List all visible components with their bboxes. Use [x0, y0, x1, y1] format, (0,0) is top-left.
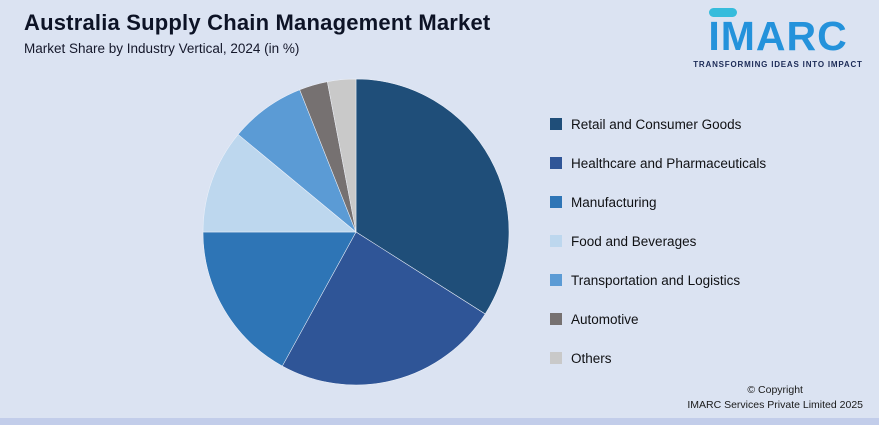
legend-swatch-icon	[550, 157, 562, 169]
chart-subtitle: Market Share by Industry Vertical, 2024 …	[24, 41, 300, 56]
legend-item-transportation-and-logistics: Transportation and Logistics	[550, 272, 766, 288]
pie-slice-retail-and-consumer-goods	[355, 78, 510, 315]
copyright-line2: IMARC Services Private Limited 2025	[687, 398, 863, 411]
legend-label: Transportation and Logistics	[571, 272, 741, 288]
legend-swatch-icon	[550, 274, 562, 286]
legend-label: Retail and Consumer Goods	[571, 116, 742, 132]
bottom-accent-bar	[0, 418, 879, 425]
imarc-logo: IMARC TRANSFORMING IDEAS INTO IMPACT	[693, 6, 863, 69]
pie-slice-healthcare-and-pharmaceuticals	[281, 231, 486, 386]
copyright: © Copyright IMARC Services Private Limit…	[687, 383, 863, 413]
logo-tagline: TRANSFORMING IDEAS INTO IMPACT	[693, 60, 863, 69]
legend-item-manufacturing: Manufacturing	[550, 194, 766, 210]
legend-swatch-icon	[550, 118, 562, 130]
legend-label: Manufacturing	[571, 194, 657, 210]
legend: Retail and Consumer Goods Healthcare and …	[550, 116, 766, 366]
logo-text: IMARC	[708, 13, 848, 59]
legend-label: Food and Beverages	[571, 233, 697, 249]
legend-label: Automotive	[571, 311, 639, 327]
header: Australia Supply Chain Management Market…	[24, 10, 490, 56]
pie-slice-others	[327, 78, 357, 233]
legend-label: Others	[571, 350, 612, 366]
copyright-line1: © Copyright	[747, 383, 803, 396]
legend-item-automotive: Automotive	[550, 311, 766, 327]
legend-swatch-icon	[550, 352, 562, 364]
legend-swatch-icon	[550, 196, 562, 208]
legend-item-healthcare-and-pharmaceuticals: Healthcare and Pharmaceuticals	[550, 155, 766, 171]
logo-wordmark: IMARC	[708, 6, 847, 57]
legend-swatch-icon	[550, 313, 562, 325]
legend-item-food-and-beverages: Food and Beverages	[550, 233, 766, 249]
legend-item-retail-and-consumer-goods: Retail and Consumer Goods	[550, 116, 766, 132]
pie-slice-food-and-beverages	[202, 134, 357, 233]
pie-chart	[202, 78, 510, 386]
pie-slice-manufacturing	[202, 231, 357, 367]
legend-item-others: Others	[550, 350, 766, 366]
legend-label: Healthcare and Pharmaceuticals	[571, 155, 767, 171]
page-title: Australia Supply Chain Management Market	[24, 10, 491, 35]
legend-swatch-icon	[550, 235, 562, 247]
logo-accent-bar-icon	[709, 8, 738, 17]
